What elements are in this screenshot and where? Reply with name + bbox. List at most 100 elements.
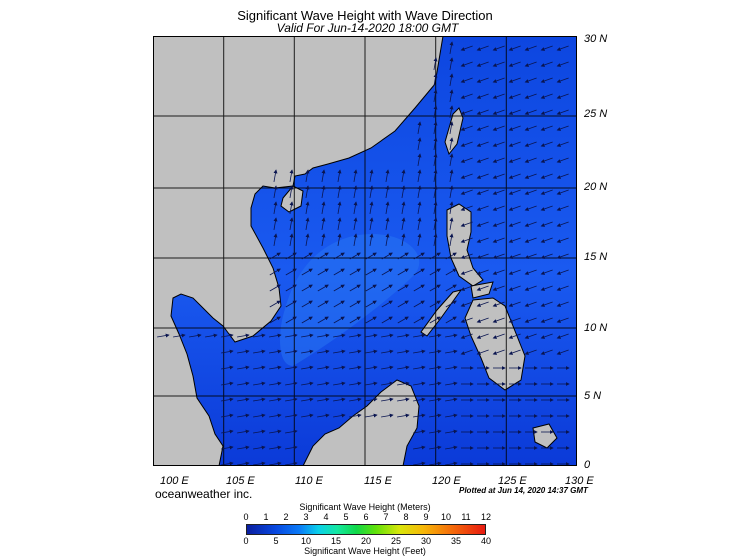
- wave-arrow: [449, 41, 454, 54]
- wave-arrow: [460, 221, 473, 227]
- wave-arrow: [321, 169, 326, 182]
- wave-arrow: [397, 333, 410, 338]
- wave-arrow: [445, 381, 458, 386]
- wave-arrow: [524, 157, 537, 163]
- wave-arrow: [413, 284, 425, 292]
- wave-arrow: [317, 413, 330, 418]
- wave-arrow: [269, 284, 281, 292]
- wave-arrow: [289, 217, 294, 230]
- lat-label-0: 0: [584, 459, 591, 471]
- wave-arrow: [349, 252, 361, 260]
- wave-arrow: [317, 349, 330, 354]
- wave-arrow: [460, 109, 473, 115]
- wave-arrow: [285, 381, 298, 386]
- wave-arrow: [492, 189, 505, 195]
- wave-arrow: [317, 268, 329, 276]
- wave-arrow: [460, 349, 473, 355]
- wave-arrow: [381, 381, 394, 386]
- wave-arrow: [429, 268, 441, 276]
- meter-tick: 1: [263, 512, 269, 522]
- wave-zone-light: [280, 234, 420, 366]
- wave-arrow: [285, 284, 297, 292]
- wave-arrow: [476, 301, 489, 307]
- wave-arrow: [285, 413, 298, 418]
- wave-arrow: [556, 253, 569, 259]
- wave-arrow: [317, 333, 330, 338]
- wave-arrow: [540, 189, 553, 195]
- wave-arrow: [417, 217, 422, 230]
- wave-arrow: [476, 141, 489, 147]
- wave-arrow: [397, 252, 409, 260]
- wave-arrow: [221, 381, 234, 386]
- wave-arrow: [301, 268, 313, 276]
- wave-arrow: [476, 221, 489, 227]
- wave-arrow: [321, 201, 326, 214]
- wave-arrow: [492, 173, 505, 179]
- wave-arrow: [476, 205, 489, 211]
- wave-arrow: [492, 205, 505, 211]
- meter-tick: 2: [283, 512, 289, 522]
- wave-arrow: [524, 93, 537, 99]
- wave-arrow: [285, 397, 298, 402]
- wave-arrow: [365, 397, 378, 402]
- wave-arrow: [365, 284, 377, 292]
- colorbar-feet-title: Significant Wave Height (Feet): [304, 546, 426, 556]
- wave-arrow: [253, 397, 266, 402]
- meter-tick: 10: [440, 512, 451, 522]
- wave-arrow: [305, 233, 310, 246]
- wave-arrow: [349, 284, 361, 292]
- wave-arrow: [337, 185, 342, 198]
- wave-arrow: [433, 89, 438, 102]
- wave-arrow: [540, 269, 553, 275]
- meter-tick: 4: [323, 512, 329, 522]
- wave-arrow: [349, 333, 362, 338]
- wave-arrow: [492, 237, 505, 243]
- wave-arrow: [540, 253, 553, 259]
- feet-tick: 0: [243, 536, 249, 546]
- feet-tick: 10: [300, 536, 311, 546]
- wave-arrow: [349, 381, 362, 386]
- wave-arrow: [476, 93, 489, 99]
- wave-arrow: [333, 365, 346, 370]
- wave-arrow: [365, 413, 378, 418]
- wave-arrow: [237, 381, 250, 386]
- wave-arrow: [413, 252, 425, 260]
- wave-arrow: [556, 93, 569, 99]
- wave-arrow: [381, 300, 393, 308]
- wave-arrow: [540, 77, 553, 83]
- wave-arrow: [237, 445, 250, 450]
- wave-arrow: [237, 349, 250, 354]
- wave-arrow: [365, 381, 378, 386]
- wave-arrow: [269, 429, 282, 434]
- wave-arrow: [524, 189, 537, 195]
- wave-arrow: [301, 316, 313, 324]
- feet-tick: 20: [360, 536, 371, 546]
- wave-arrow: [385, 169, 390, 182]
- wave-arrow: [460, 173, 473, 179]
- lon-label-100: 100 E: [160, 475, 189, 487]
- wave-arrow: [556, 173, 569, 179]
- wave-arrow: [476, 333, 489, 339]
- wave-arrow: [460, 61, 473, 67]
- wave-arrow: [445, 268, 457, 276]
- wave-arrow: [476, 285, 489, 291]
- wave-arrow: [524, 61, 537, 67]
- wave-arrow: [433, 121, 438, 134]
- wave-arrow: [349, 349, 362, 354]
- wave-arrow: [508, 45, 521, 51]
- wave-arrow: [540, 45, 553, 51]
- wave-arrow: [433, 217, 438, 230]
- wave-arrow: [413, 381, 426, 386]
- plotted-timestamp: Plotted at Jun 14, 2020 14:37 GMT: [459, 486, 588, 495]
- wave-arrow: [556, 317, 569, 323]
- wave-arrow: [445, 429, 458, 434]
- wave-arrow: [445, 397, 458, 402]
- wave-arrow: [253, 349, 266, 354]
- wave-arrow: [337, 169, 342, 182]
- wave-arrow: [349, 300, 361, 308]
- wave-arrow: [556, 333, 569, 339]
- wave-arrow: [317, 381, 330, 386]
- wave-arrow: [460, 77, 473, 83]
- wave-arrow: [417, 233, 422, 246]
- feet-tick: 35: [450, 536, 461, 546]
